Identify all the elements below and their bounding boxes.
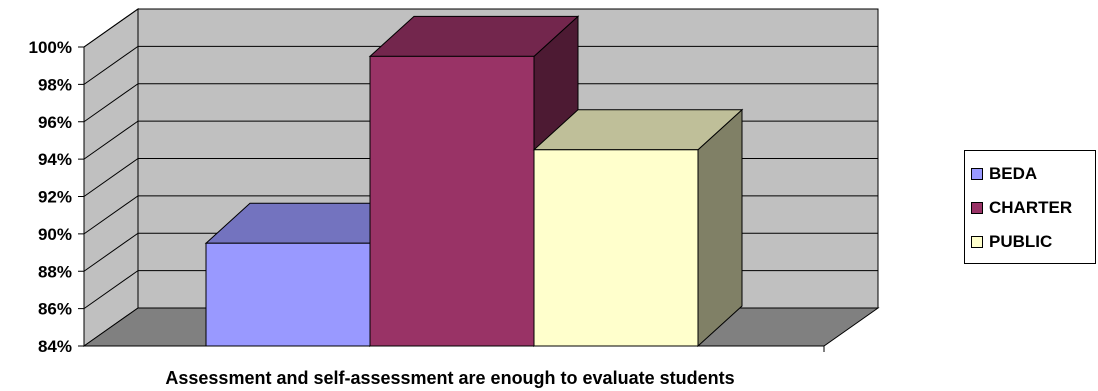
gridline-side bbox=[83, 158, 139, 197]
legend-swatch-beda bbox=[971, 168, 983, 180]
bar-front bbox=[533, 149, 699, 347]
bars bbox=[204, 15, 744, 348]
y-tick-label: 88% bbox=[38, 262, 72, 281]
y-tick-label: 86% bbox=[38, 300, 72, 319]
y-tick-label: 92% bbox=[38, 188, 72, 207]
x-axis-label: Assessment and self-assessment are enoug… bbox=[165, 368, 734, 388]
legend-item-public: PUBLIC bbox=[971, 225, 1095, 259]
y-tick-label: 84% bbox=[38, 337, 72, 356]
y-tick-label: 94% bbox=[38, 150, 72, 169]
legend-label-charter: CHARTER bbox=[989, 198, 1073, 217]
gridline-side bbox=[83, 83, 139, 123]
gridline-side bbox=[83, 232, 139, 272]
legend-swatch-public bbox=[971, 236, 983, 248]
y-tick-label: 96% bbox=[38, 113, 72, 132]
gridline-side bbox=[83, 8, 139, 48]
gridline-side bbox=[83, 45, 139, 85]
legend-label-public: PUBLIC bbox=[989, 232, 1053, 251]
y-tick-labels: 84% 86% 88% 90% 92% 94% 96% 98% 100% bbox=[29, 38, 72, 356]
bar-side bbox=[697, 108, 743, 348]
legend-item-beda: BEDA bbox=[971, 157, 1095, 191]
gridline-side bbox=[83, 120, 139, 160]
y-tick-label: 98% bbox=[38, 75, 72, 94]
axes bbox=[78, 46, 825, 352]
legend-swatch-charter bbox=[971, 202, 983, 214]
y-tick-label: 90% bbox=[38, 225, 72, 244]
gridline-side bbox=[83, 270, 139, 310]
bar-front bbox=[205, 242, 371, 347]
legend-item-charter: CHARTER bbox=[971, 191, 1095, 225]
legend: BEDA CHARTER PUBLIC bbox=[964, 150, 1096, 264]
bar-public bbox=[532, 108, 744, 348]
y-tick-label: 100% bbox=[29, 38, 72, 57]
bar-front bbox=[369, 55, 535, 347]
legend-label-beda: BEDA bbox=[989, 164, 1038, 183]
gridline-side bbox=[83, 195, 139, 235]
